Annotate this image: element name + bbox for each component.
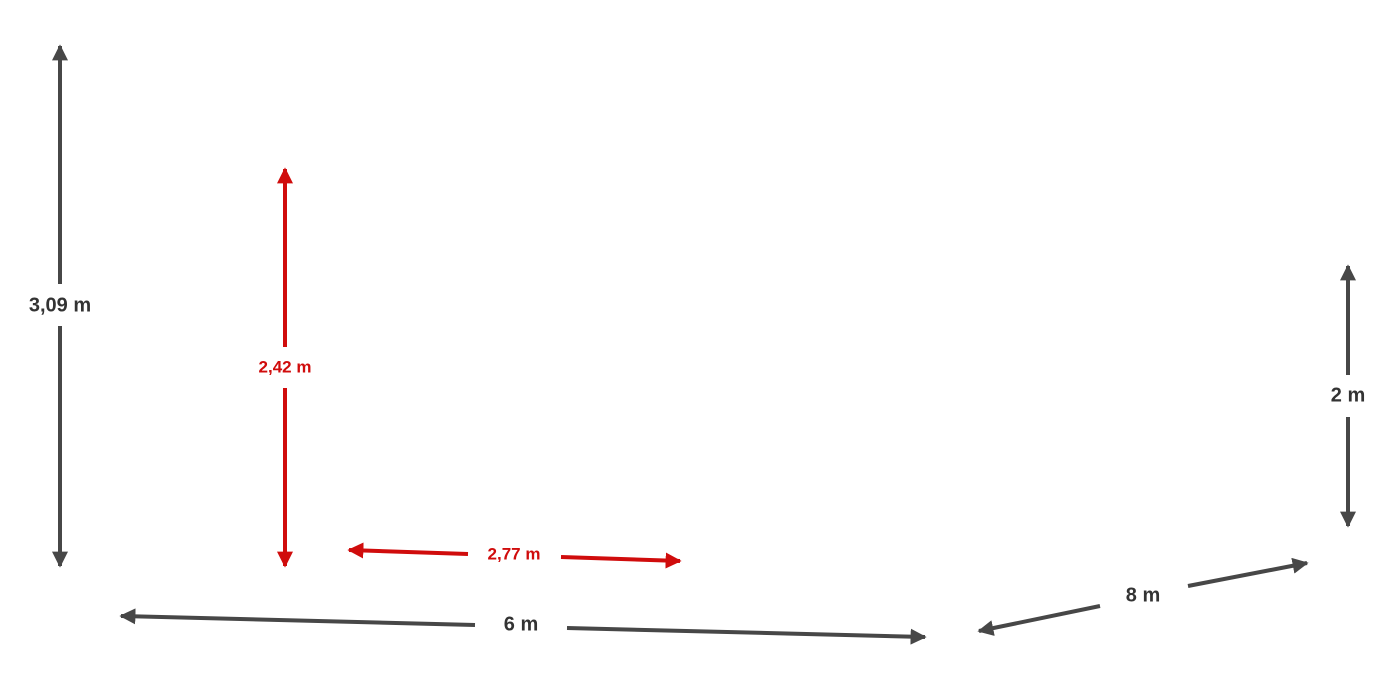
- dimension-label: 3,09 m: [29, 294, 91, 316]
- arrow: [119, 608, 476, 627]
- arrow: [566, 626, 927, 645]
- dimension-6: 6 m: [119, 608, 927, 645]
- arrow: [560, 552, 682, 569]
- dimension-2-77: 2,77 m: [347, 542, 682, 569]
- arrow: [347, 542, 469, 559]
- dimension-label: 2,77 m: [488, 544, 541, 563]
- dimension-label: 8 m: [1126, 584, 1160, 606]
- arrow: [1187, 557, 1309, 588]
- dimension-2: 2 m: [1331, 264, 1365, 528]
- dimension-3-09: 3,09 m: [29, 44, 91, 568]
- dimension-2-42: 2,42 m: [259, 167, 312, 568]
- dimension-label: 2,42 m: [259, 357, 312, 376]
- dimension-label: 2 m: [1331, 384, 1365, 406]
- dimension-label: 6 m: [504, 613, 538, 635]
- dimension-8: 8 m: [977, 557, 1309, 636]
- arrow: [977, 604, 1101, 636]
